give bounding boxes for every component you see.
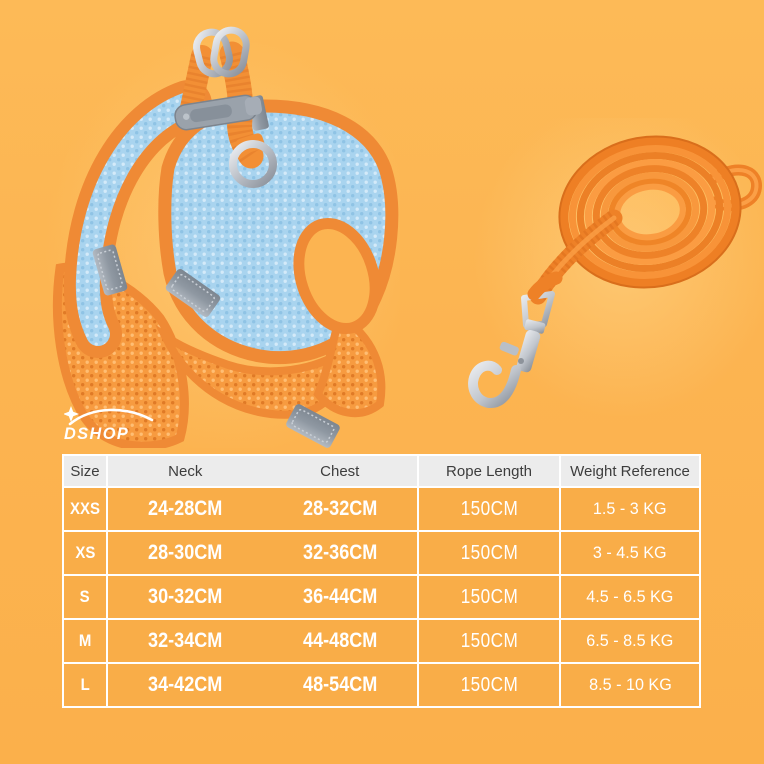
leash-product-image	[468, 118, 764, 418]
header-rope-length: Rope Length	[419, 456, 559, 486]
weight-value: 8.5 - 10 KG	[588, 675, 672, 694]
reflective-strip	[92, 244, 128, 296]
header-size: Size	[64, 456, 106, 486]
leash-handle-loop	[708, 164, 762, 211]
logo-swoosh-icon	[64, 406, 154, 426]
header-weight-reference: Weight Reference	[561, 456, 699, 486]
brand-logo-text: DSHOP	[64, 424, 130, 443]
neck-value: 28-30CM	[148, 541, 223, 564]
harness-buckle	[174, 94, 262, 131]
harness-armhole	[293, 217, 381, 335]
chest-value: 32-36CM	[302, 541, 377, 564]
size-chart-table: Size Neck Chest Rope Length Weight Refer…	[62, 454, 701, 708]
harness-right-mesh-panel	[313, 309, 386, 417]
harness-product-image	[45, 26, 400, 448]
harness-top-ring-icon	[193, 26, 250, 78]
harness-d-ring-icon	[229, 140, 277, 188]
rope-length-value: 150CM	[460, 541, 518, 564]
rope-length-value: 150CM	[460, 497, 518, 520]
rope-length-value: 150CM	[460, 585, 518, 608]
table-row: L 34-42CM 48-54CM 150CM 8.5 - 10 KG	[64, 664, 699, 706]
rope-length-value: 150CM	[460, 673, 518, 696]
size-value: XS	[75, 543, 95, 562]
chest-value: 36-44CM	[302, 585, 377, 608]
reflective-strip	[165, 269, 221, 317]
logo-star-icon	[64, 406, 79, 422]
reflective-strip	[286, 404, 340, 448]
header-neck: Neck	[168, 462, 203, 480]
neck-value: 32-34CM	[148, 629, 223, 652]
weight-value: 6.5 - 8.5 KG	[586, 631, 674, 650]
leash-snap-hook-icon	[468, 271, 563, 408]
neck-value: 34-42CM	[148, 673, 223, 696]
chest-value: 28-32CM	[302, 497, 377, 520]
header-chest: Chest	[320, 462, 360, 480]
neck-value: 30-32CM	[148, 585, 223, 608]
chest-value: 48-54CM	[302, 673, 377, 696]
size-value: M	[78, 631, 92, 650]
harness-shoulder-strap	[63, 80, 212, 358]
weight-value: 1.5 - 3 KG	[593, 499, 667, 518]
size-value: S	[80, 587, 90, 606]
neck-value: 24-28CM	[148, 497, 223, 520]
table-row: M 32-34CM 44-48CM 150CM 6.5 - 8.5 KG	[64, 620, 699, 662]
chest-value: 44-48CM	[302, 629, 377, 652]
weight-value: 3 - 4.5 KG	[593, 543, 667, 562]
header-neck-chest: Neck Chest	[108, 456, 417, 486]
table-header-row: Size Neck Chest Rope Length Weight Refer…	[64, 456, 699, 486]
brand-logo: DSHOP	[56, 398, 176, 450]
table-row: S 30-32CM 36-44CM 150CM 4.5 - 6.5 KG	[64, 576, 699, 618]
rope-length-value: 150CM	[460, 629, 518, 652]
weight-value: 4.5 - 6.5 KG	[586, 587, 674, 606]
size-value: L	[80, 675, 90, 694]
table-row: XS 28-30CM 32-36CM 150CM 3 - 4.5 KG	[64, 532, 699, 574]
size-value: XXS	[70, 499, 100, 518]
table-row: XXS 24-28CM 28-32CM 150CM 1.5 - 3 KG	[64, 488, 699, 530]
